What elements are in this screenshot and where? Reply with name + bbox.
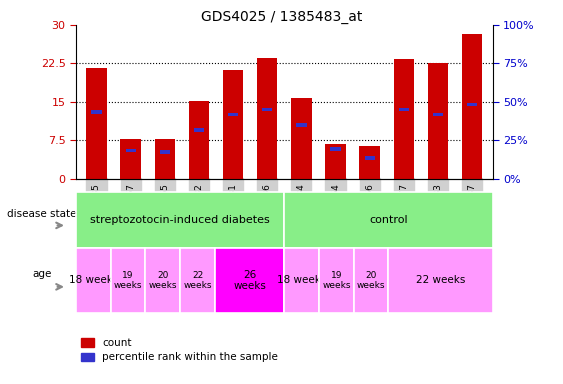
Text: streptozotocin-induced diabetes: streptozotocin-induced diabetes	[90, 215, 270, 225]
Bar	[262, 108, 272, 111]
Legend: count, percentile rank within the sample: count, percentile rank within the sample	[81, 338, 278, 362]
Text: 22
weeks: 22 weeks	[184, 271, 212, 290]
Bar	[194, 128, 204, 132]
Text: age: age	[32, 269, 51, 279]
Bar	[296, 123, 306, 127]
Bar	[325, 144, 346, 179]
Bar	[228, 113, 238, 116]
Bar	[257, 58, 278, 179]
Bar	[189, 101, 209, 179]
Bar	[359, 146, 380, 179]
Bar	[365, 156, 375, 160]
Bar	[86, 68, 107, 179]
Bar	[462, 34, 482, 179]
Text: 20
weeks: 20 weeks	[149, 271, 177, 290]
Text: 20
weeks: 20 weeks	[357, 271, 385, 290]
Bar	[155, 139, 175, 179]
Text: disease state: disease state	[7, 209, 77, 219]
Bar	[91, 110, 101, 114]
Text: 22 weeks: 22 weeks	[416, 275, 465, 285]
Bar	[394, 59, 414, 179]
Bar	[330, 147, 341, 151]
Text: 18 weeks: 18 weeks	[277, 275, 327, 285]
Bar	[433, 113, 443, 116]
Bar	[467, 103, 477, 106]
Text: 19
weeks: 19 weeks	[322, 271, 351, 290]
Bar	[160, 150, 170, 154]
Text: 19
weeks: 19 weeks	[114, 271, 142, 290]
Bar	[291, 98, 312, 179]
Bar	[428, 63, 448, 179]
Bar	[399, 108, 409, 111]
Bar	[120, 139, 141, 179]
Text: 18 weeks: 18 weeks	[69, 275, 118, 285]
Bar	[126, 149, 136, 152]
Text: control: control	[369, 215, 408, 225]
Bar	[223, 70, 243, 179]
Text: GDS4025 / 1385483_at: GDS4025 / 1385483_at	[201, 10, 362, 23]
Text: 26
weeks: 26 weeks	[233, 270, 266, 291]
